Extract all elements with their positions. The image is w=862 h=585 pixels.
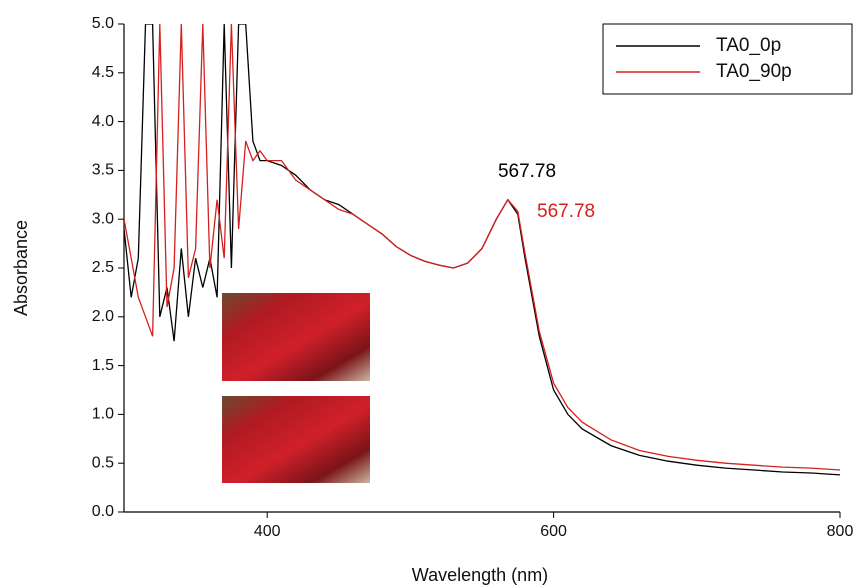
x-axis-title: Wavelength (nm)	[412, 565, 548, 585]
y-tick-label: 4.0	[92, 113, 114, 130]
x-tick-label: 600	[540, 523, 567, 540]
y-tick-label: 0.0	[92, 503, 114, 520]
peak-annotation: 567.78	[537, 201, 595, 222]
x-tick-label: 400	[254, 523, 281, 540]
y-tick-label: 4.5	[92, 64, 114, 81]
y-tick-label: 0.5	[92, 454, 114, 471]
y-tick-label: 3.5	[92, 162, 114, 179]
y-tick-label: 2.0	[92, 308, 114, 325]
peak-annotation: 567.78	[498, 161, 556, 182]
legend-box	[602, 23, 853, 95]
y-tick-label: 1.0	[92, 406, 114, 423]
inset-photo	[222, 293, 370, 381]
legend-label: TA0_90p	[716, 61, 792, 82]
y-tick-label: 1.5	[92, 357, 114, 374]
legend-label: TA0_0p	[716, 35, 781, 56]
y-tick-label: 2.5	[92, 259, 114, 276]
x-tick-label: 800	[827, 523, 854, 540]
y-tick-label: 3.0	[92, 210, 114, 227]
inset-photo	[222, 396, 370, 483]
y-tick-label: 5.0	[92, 15, 114, 32]
series-line	[124, 24, 840, 471]
y-axis-title: Absorbance	[11, 220, 31, 316]
